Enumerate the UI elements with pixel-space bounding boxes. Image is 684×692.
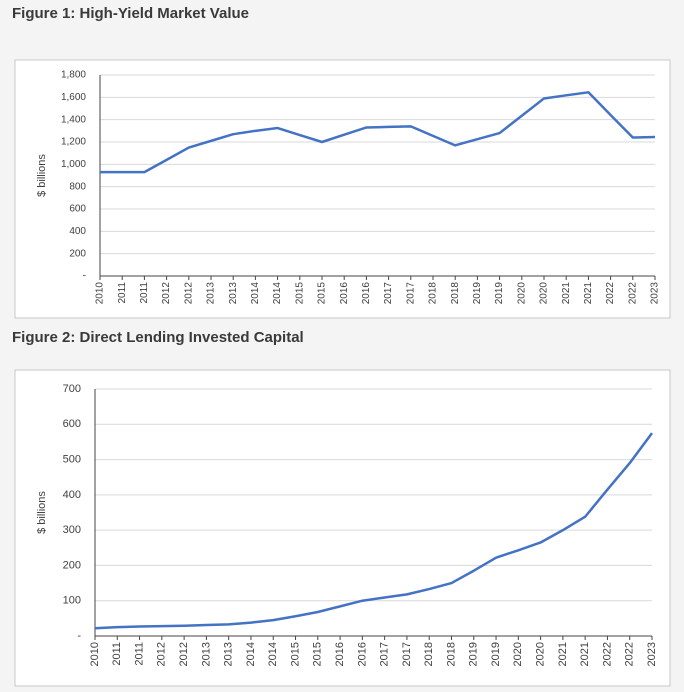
- x-tick-label: 2015: [289, 642, 301, 666]
- x-tick-label: 2015: [312, 642, 324, 666]
- y-tick-label: 200: [69, 248, 86, 259]
- x-tick-label: 2012: [183, 282, 194, 305]
- x-tick-label: 2011: [139, 282, 150, 304]
- x-tick-label: 2016: [334, 642, 346, 666]
- x-tick-label: 2014: [245, 642, 257, 666]
- y-tick-label: 1,200: [61, 137, 86, 148]
- x-tick-label: 2017: [401, 642, 413, 666]
- chart-title: Figure 2: Direct Lending Invested Capita…: [12, 329, 304, 346]
- x-tick-label: 2014: [250, 282, 261, 305]
- x-tick-label: 2020: [516, 282, 527, 305]
- line: [100, 91, 656, 174]
- x-tick-label: 2010: [95, 282, 106, 305]
- x-tick-label: 2012: [156, 642, 168, 666]
- y-tick-label: 700: [63, 383, 81, 395]
- y-tick-label: 600: [69, 204, 86, 215]
- x-tick-label: 2015: [294, 282, 305, 305]
- y-tick-label: 1,600: [61, 92, 86, 103]
- x-tick-label: 2014: [267, 642, 279, 666]
- chart-box: [14, 59, 671, 319]
- x-tick-label: 2019: [490, 642, 502, 666]
- x-tick-label: 2021: [579, 642, 591, 666]
- x-tick-label: 2012: [161, 282, 172, 305]
- x-tick-label: 2017: [379, 642, 391, 666]
- y-tick-label: 1,400: [61, 114, 86, 125]
- x-tick-label: 2018: [423, 642, 435, 666]
- chart-title: Figure 1: High-Yield Market Value: [12, 5, 249, 22]
- x-tick-label: 2019: [468, 642, 480, 666]
- y-tick-label: 400: [69, 226, 86, 237]
- x-tick-label: 2018: [450, 282, 461, 305]
- x-tick-label: 2016: [361, 282, 372, 305]
- y-tick-label: 100: [63, 595, 81, 607]
- y-tick-label: 800: [69, 181, 86, 192]
- y-axis-label: $ billions: [36, 491, 48, 534]
- y-tick-label: 1,000: [61, 159, 86, 170]
- y-tick-label: -: [77, 630, 81, 642]
- y-tick-label: 400: [63, 489, 81, 501]
- x-tick-label: 2021: [561, 282, 572, 305]
- x-tick-label: 2018: [445, 642, 457, 666]
- x-tick-label: 2023: [650, 282, 661, 305]
- x-tick-label: 2022: [601, 642, 613, 666]
- x-tick-label: 2022: [605, 282, 616, 305]
- x-tick-label: 2011: [117, 282, 128, 304]
- y-tick-label: 500: [63, 453, 81, 465]
- y-tick-label: 1,800: [61, 70, 86, 81]
- x-tick-label: 2013: [223, 642, 235, 666]
- x-tick-label: 2021: [583, 282, 594, 305]
- x-tick-label: 2021: [557, 642, 569, 666]
- y-tick-label: 200: [63, 559, 81, 571]
- x-tick-label: 2022: [624, 642, 636, 666]
- line: [94, 432, 654, 630]
- x-tick-label: 2013: [228, 282, 239, 305]
- x-tick-label: 2010: [89, 642, 101, 666]
- x-tick-label: 2015: [317, 282, 328, 305]
- chart-box: [14, 369, 671, 687]
- x-tick-label: 2019: [472, 282, 483, 305]
- x-tick-label: 2020: [535, 642, 547, 666]
- x-tick-label: 2011: [133, 642, 145, 666]
- x-tick-label: 2011: [111, 642, 123, 666]
- y-axis-label: $ billions: [36, 154, 48, 197]
- x-tick-label: 2020: [512, 642, 524, 666]
- x-tick-label: 2012: [178, 642, 190, 666]
- y-tick-label: 600: [63, 418, 81, 430]
- x-tick-label: 2018: [428, 282, 439, 305]
- x-tick-label: 2016: [339, 282, 350, 305]
- x-tick-label: 2017: [383, 282, 394, 305]
- x-tick-label: 2013: [200, 642, 212, 666]
- x-tick-label: 2019: [494, 282, 505, 305]
- x-tick-label: 2022: [627, 282, 638, 305]
- x-tick-label: 2017: [405, 282, 416, 305]
- x-tick-label: 2014: [272, 282, 283, 305]
- y-tick-label: 300: [63, 524, 81, 536]
- y-tick-label: -: [83, 271, 86, 282]
- x-tick-label: 2016: [356, 642, 368, 666]
- x-tick-label: 2013: [206, 282, 217, 305]
- x-tick-label: 2020: [539, 282, 550, 305]
- x-tick-label: 2023: [646, 642, 658, 666]
